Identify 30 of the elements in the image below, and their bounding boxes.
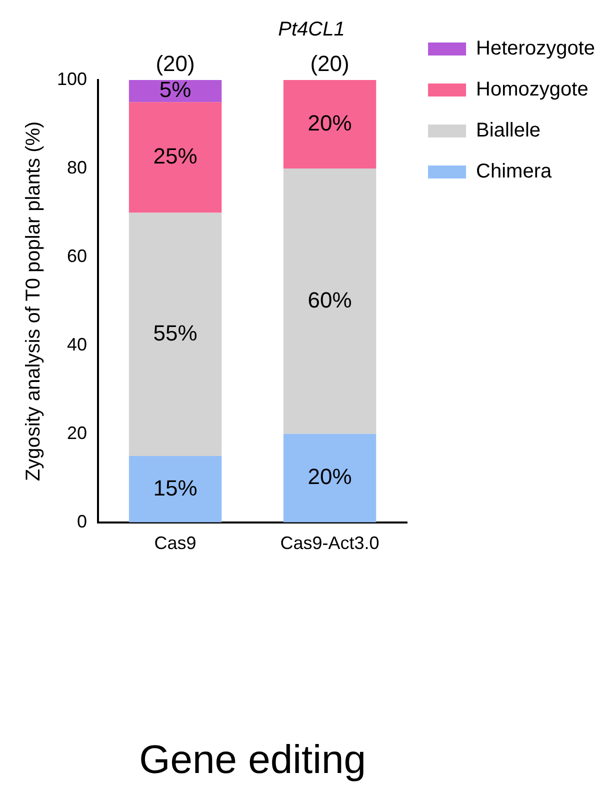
data-label: 55% bbox=[153, 320, 198, 346]
x-tick-label: Cas9 bbox=[154, 533, 196, 554]
data-label: 25% bbox=[153, 143, 198, 168]
y-tick-label: 100 bbox=[56, 68, 88, 89]
x-tick-label: Cas9-Act3.0 bbox=[280, 533, 380, 554]
y-tick-label: 20 bbox=[67, 422, 88, 443]
legend-label: Chimera bbox=[476, 160, 552, 183]
annotation: (20) bbox=[156, 51, 195, 76]
y-tick-label: 0 bbox=[77, 511, 88, 532]
legend-label: Biallele bbox=[476, 120, 541, 142]
data-label: 5% bbox=[159, 77, 192, 102]
y-tick-label: 60 bbox=[67, 246, 88, 266]
data-label: 20% bbox=[308, 110, 352, 136]
legend-label: Heterozygote bbox=[476, 38, 596, 60]
x-axis-title: Gene editing bbox=[139, 738, 366, 782]
annotation: (20) bbox=[310, 51, 350, 76]
data-label: 20% bbox=[308, 464, 352, 490]
bar bbox=[128, 456, 222, 522]
chart-title: Pt4CL1 bbox=[278, 18, 345, 41]
data-label: 60% bbox=[308, 287, 352, 312]
y-tick-label: 40 bbox=[67, 334, 88, 354]
bar bbox=[283, 80, 376, 168]
y-axis-title: Zygosity analysis of T0 poplar plants (%) bbox=[22, 121, 45, 482]
legend-label: Homozygote bbox=[476, 78, 588, 101]
bar bbox=[283, 168, 376, 434]
bar bbox=[128, 212, 222, 456]
y-tick-label: 80 bbox=[67, 157, 88, 178]
data-label: 15% bbox=[153, 475, 198, 500]
bar bbox=[128, 102, 222, 213]
bar bbox=[283, 434, 376, 522]
